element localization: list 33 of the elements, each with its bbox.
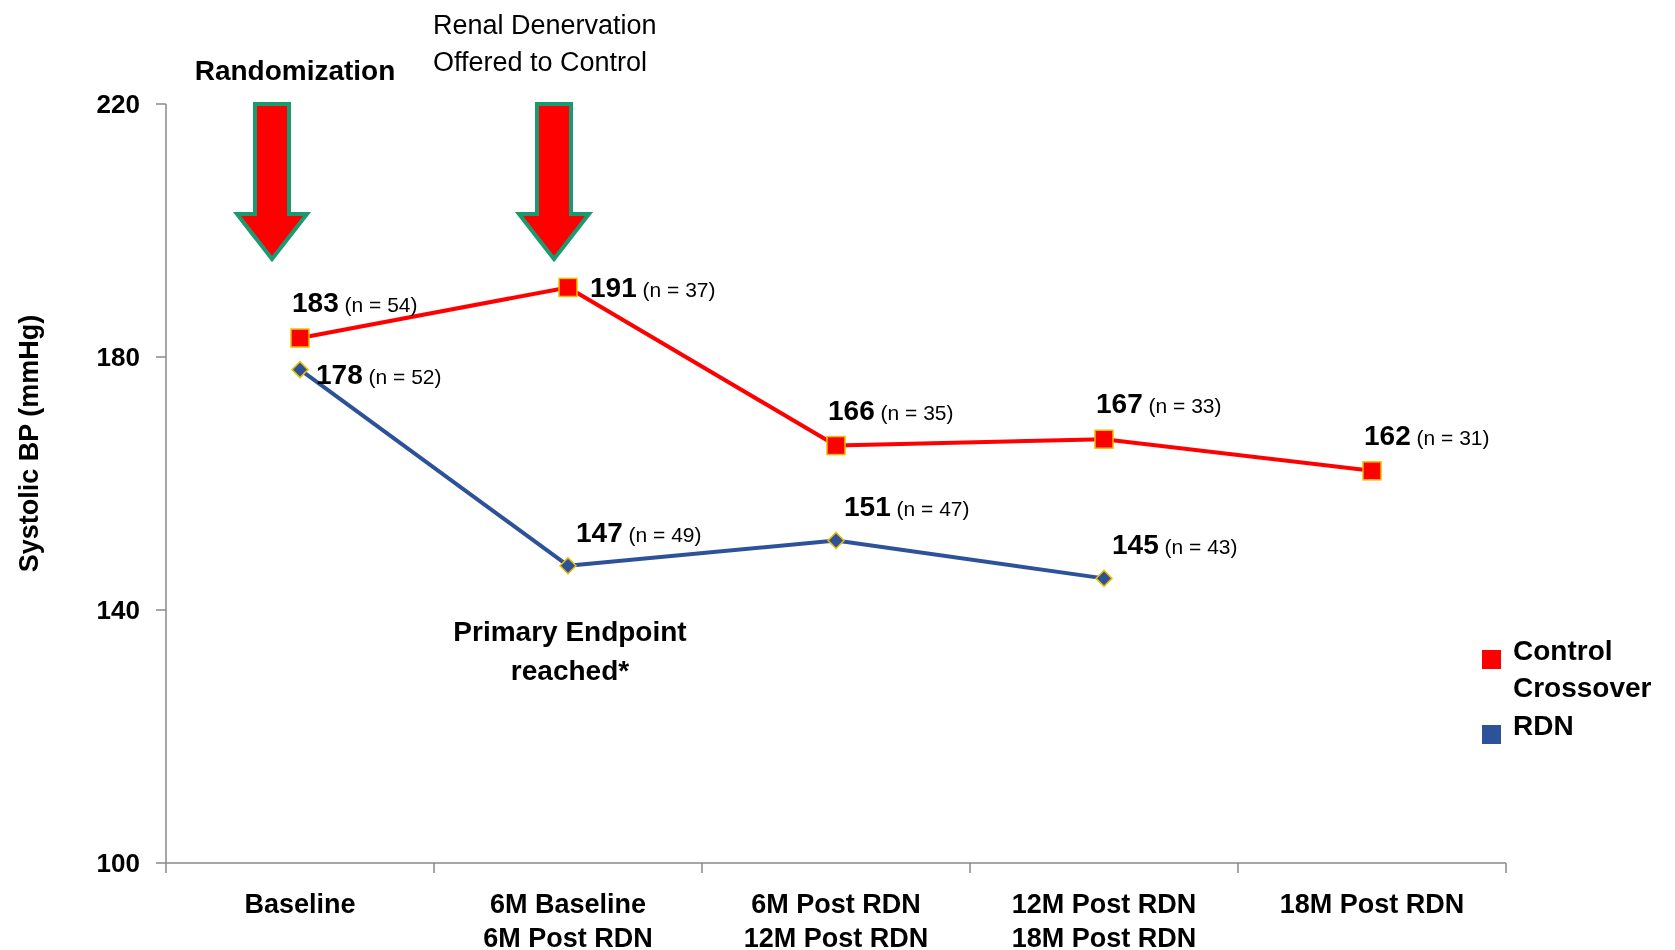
point: [826, 435, 846, 456]
point: [1362, 461, 1382, 481]
data-label: 145 (n = 43): [1112, 529, 1238, 561]
data-label: 167 (n = 33): [1096, 388, 1222, 420]
y-tick-label: 220: [96, 89, 140, 120]
y-axis-title: Systolic BP (mmHg): [14, 314, 44, 573]
data-label: 151 (n = 47): [844, 491, 970, 523]
data-label: 183 (n = 54): [292, 287, 418, 319]
legend-label: Control Crossover: [1513, 635, 1652, 703]
point: [1095, 569, 1113, 588]
annotation: Primary Endpoint reached*: [453, 616, 687, 686]
data-label: 178 (n = 52): [316, 358, 442, 390]
x-tick-label: 6M Baseline 6M Post RDN: [483, 889, 653, 950]
x-tick-label: 12M Post RDN 18M Post RDN: [1011, 889, 1197, 950]
data-label: 147 (n = 49): [576, 516, 702, 548]
point: [559, 556, 577, 575]
data-label: 162 (n = 31): [1364, 419, 1490, 451]
point: [1094, 429, 1114, 449]
point: [827, 531, 845, 550]
x-tick-label: 18M Post RDN: [1279, 889, 1465, 919]
x-tick-label: 6M Post RDN 12M Post RDN: [743, 889, 929, 950]
y-tick-label: 100: [96, 848, 140, 879]
y-tick-label: 140: [96, 595, 140, 626]
text: Randomization: [194, 55, 396, 86]
point: [290, 328, 310, 348]
y-tick-label: 180: [96, 342, 140, 373]
point: [291, 360, 309, 379]
data-label: 166 (n = 35): [828, 394, 954, 426]
text: Renal Denervation Offered to Control: [433, 10, 657, 77]
x-tick-label: Baseline: [244, 889, 356, 919]
legend-label: RDN: [1513, 710, 1574, 741]
point: [558, 277, 578, 298]
data-label: 191 (n = 37): [590, 272, 716, 304]
